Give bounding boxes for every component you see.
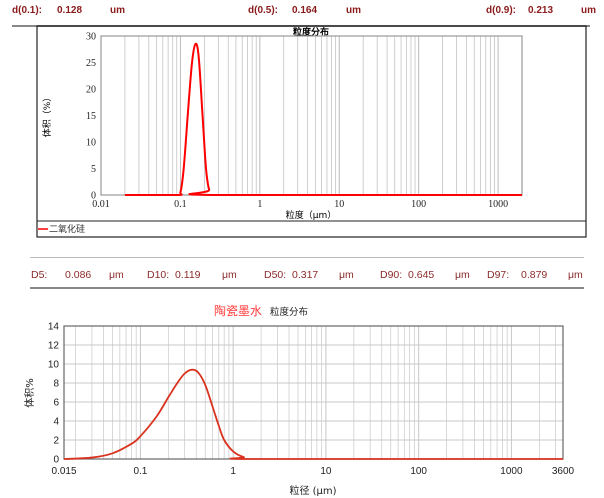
y-tick-label: 10 xyxy=(86,138,96,149)
series-line xyxy=(124,42,522,197)
d01-label: d(0.1): xyxy=(12,5,42,16)
x-tick-label: 100 xyxy=(411,199,426,210)
d5-unit: μm xyxy=(109,269,124,281)
d97-label: D97: xyxy=(487,269,510,281)
chart1-x-label: 粒度（μm） xyxy=(286,209,337,221)
y-tick-label: 25 xyxy=(86,58,96,69)
x-tick-label: 1000 xyxy=(488,199,508,210)
d90-label: D90: xyxy=(380,269,403,281)
d50-unit: μm xyxy=(339,269,354,281)
d50-label: D50: xyxy=(264,269,287,281)
series-line xyxy=(63,368,563,460)
plot-frame xyxy=(100,35,523,196)
x-tick-label: 0.01 xyxy=(92,199,110,210)
d97-unit: μm xyxy=(568,269,583,281)
d05-value: 0.164 xyxy=(292,5,318,16)
legend-label: 二氧化硅 xyxy=(49,223,85,235)
x-tick-label: 10 xyxy=(320,466,332,477)
x-tick-label: 1 xyxy=(257,199,262,210)
d90-value: 0.645 xyxy=(408,269,435,281)
d5-label: D5: xyxy=(31,269,48,281)
d09-value: 0.213 xyxy=(528,5,554,16)
d50-value: 0.317 xyxy=(292,269,319,281)
y-tick-label: 30 xyxy=(86,32,96,43)
chart1-outer-frame xyxy=(36,25,587,238)
d05-label: d(0.5): xyxy=(248,5,278,16)
y-tick-label: 6 xyxy=(53,398,59,409)
y-tick-label: 10 xyxy=(48,360,60,371)
chart1-y-label: 体积（%） xyxy=(41,93,53,138)
d97-value: 0.879 xyxy=(521,269,548,281)
x-tick-label: 100 xyxy=(410,466,427,477)
x-tick-label: 3600 xyxy=(552,466,575,477)
x-tick-label: 0.1 xyxy=(133,466,147,477)
x-tick-label: 0.1 xyxy=(174,199,187,210)
x-tick-label: 10 xyxy=(334,199,344,210)
y-tick-label: 12 xyxy=(48,341,60,352)
d01-value: 0.128 xyxy=(57,5,83,16)
divider xyxy=(30,257,584,258)
chart2-sample-title: 陶瓷墨水 xyxy=(214,303,262,318)
d10-value: 0.119 xyxy=(175,269,201,281)
d01-unit: um xyxy=(110,5,125,16)
y-tick-label: 15 xyxy=(86,111,96,122)
y-tick-label: 20 xyxy=(86,85,96,96)
x-tick-label: 0.015 xyxy=(51,466,76,477)
d10-unit: μm xyxy=(222,269,237,281)
d90-unit: μm xyxy=(455,269,470,281)
y-tick-label: 8 xyxy=(53,379,59,390)
d09-unit: um xyxy=(581,5,596,16)
y-tick-label: 0 xyxy=(53,455,59,466)
d5-value: 0.086 xyxy=(65,269,92,281)
y-tick-label: 2 xyxy=(53,436,59,447)
x-tick-label: 1000 xyxy=(500,466,523,477)
chart2-y-label: 体积% xyxy=(24,378,36,408)
y-tick-label: 5 xyxy=(91,164,96,175)
y-tick-label: 14 xyxy=(48,322,60,333)
d10-label: D10: xyxy=(147,269,170,281)
d09-label: d(0.9): xyxy=(486,5,516,16)
chart2-title: 粒度分布 xyxy=(270,306,308,318)
divider xyxy=(30,287,584,289)
chart1-title: 粒度分布 xyxy=(293,26,329,38)
d05-unit: um xyxy=(346,5,361,16)
x-tick-label: 1 xyxy=(230,466,236,477)
y-tick-label: 4 xyxy=(53,417,59,428)
chart2-x-label: 粒径 (μm) xyxy=(289,484,336,497)
y-tick-label: 0 xyxy=(91,191,96,202)
